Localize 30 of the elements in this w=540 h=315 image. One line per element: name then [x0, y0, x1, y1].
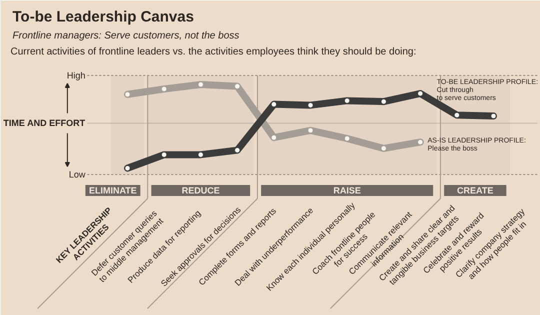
point — [124, 92, 130, 98]
point — [234, 147, 240, 153]
point — [161, 152, 167, 158]
point — [198, 152, 204, 158]
band-label: RAISE — [333, 186, 361, 196]
point — [344, 136, 350, 142]
text: Low — [68, 170, 86, 180]
point — [161, 86, 167, 92]
point — [308, 128, 314, 134]
band-label: ELIMINATE — [88, 186, 137, 196]
chart-title: To-be Leadership Canvas — [12, 8, 194, 26]
point — [308, 102, 314, 108]
text: Current activities of frontline leaders vs. the activities employees think they should be doing: — [10, 46, 416, 58]
point — [124, 165, 130, 171]
point — [344, 98, 350, 104]
point — [380, 146, 386, 152]
point — [271, 134, 277, 140]
band-label: CREATE — [457, 186, 494, 196]
point — [454, 112, 460, 118]
ref-line-label: TIME AND EFFORT — [3, 118, 86, 128]
point — [418, 139, 424, 145]
point — [198, 82, 204, 88]
chart-subtitle: Frontline managers: Serve customers, not the boss — [12, 30, 240, 42]
point — [380, 98, 386, 104]
point — [234, 84, 240, 90]
point — [490, 113, 496, 119]
point — [271, 102, 277, 108]
band-label: REDUCE — [182, 186, 220, 196]
point — [418, 90, 424, 96]
text: High — [66, 70, 86, 80]
